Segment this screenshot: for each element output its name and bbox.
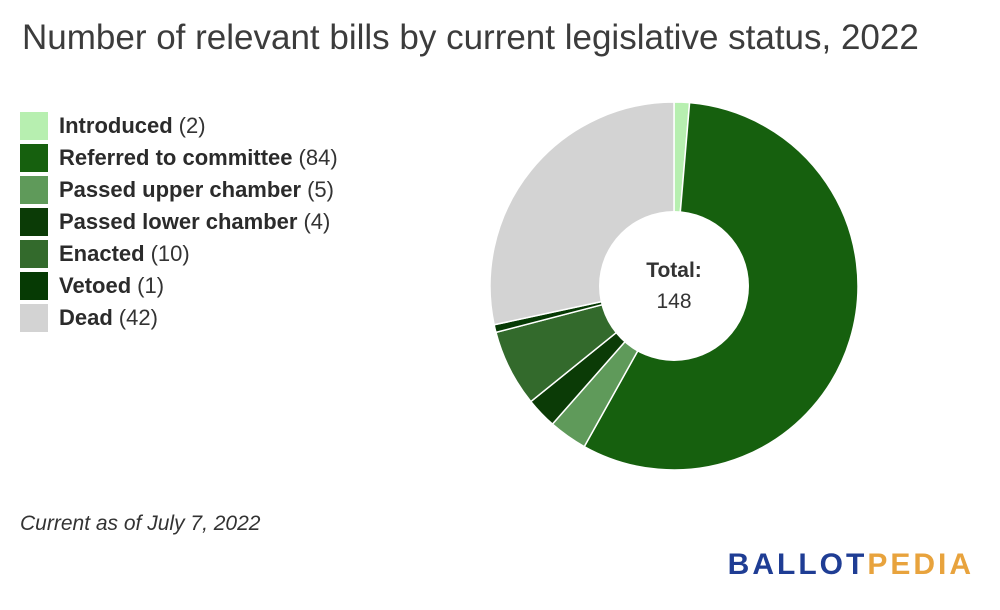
legend-swatch	[20, 176, 48, 204]
legend-count: (2)	[178, 113, 206, 138]
legend-item-passed-upper: Passed upper chamber (5)	[20, 174, 338, 206]
chart-title: Number of relevant bills by current legi…	[22, 18, 919, 57]
legend-count: (1)	[137, 273, 165, 298]
legend-count: (5)	[307, 177, 334, 202]
legend-label: Introduced	[59, 113, 173, 138]
donut-hole	[599, 211, 749, 361]
legend-count: (42)	[118, 305, 158, 330]
legend-label: Passed lower chamber	[59, 209, 298, 234]
legend-swatch	[20, 240, 48, 268]
legend-swatch	[20, 112, 48, 140]
legend-count: (84)	[298, 145, 338, 170]
total-value: 148	[656, 290, 691, 313]
legend-item-vetoed: Vetoed (1)	[20, 270, 338, 302]
footnote: Current as of July 7, 2022	[20, 512, 261, 535]
legend-swatch	[20, 144, 48, 172]
legend-count: (4)	[303, 209, 331, 234]
legend-item-introduced: Introduced (2)	[20, 110, 338, 142]
legend-label: Referred to committee	[59, 145, 293, 170]
legend-item-dead: Dead (42)	[20, 302, 338, 334]
legend-item-referred: Referred to committee (84)	[20, 142, 338, 174]
legend-label: Passed upper chamber	[59, 177, 302, 202]
logo-part-pedia: PEDIA	[867, 548, 974, 581]
total-label: Total:	[646, 259, 702, 282]
legend-item-passed-lower: Passed lower chamber (4)	[20, 206, 338, 238]
legend-swatch	[20, 208, 48, 236]
legend-swatch	[20, 272, 48, 300]
legend-label: Enacted	[59, 241, 145, 266]
legend-label: Dead	[59, 305, 113, 330]
legend-count: (10)	[150, 241, 190, 266]
logo-part-ballot: BALLOT	[727, 548, 868, 581]
legend-item-enacted: Enacted (10)	[20, 238, 338, 270]
legend-label: Vetoed	[59, 273, 132, 298]
legend: Introduced (2) Referred to committee (84…	[20, 110, 338, 334]
legend-swatch	[20, 304, 48, 332]
ballotpedia-logo: BALLOTPEDIA	[728, 548, 974, 582]
